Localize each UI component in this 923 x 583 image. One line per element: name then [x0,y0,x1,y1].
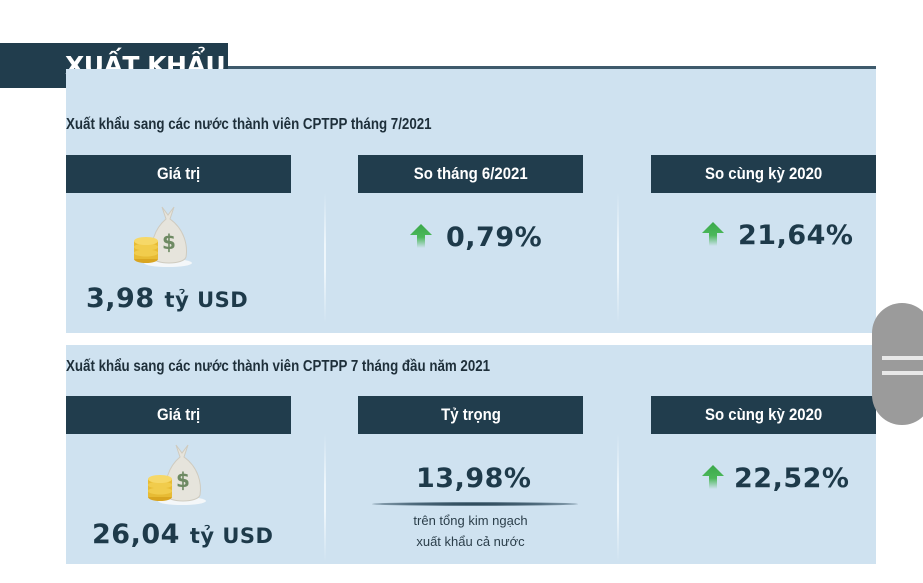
export-value: 26,04 tỷ USD [92,519,274,550]
share-value: 13,98% [416,463,532,494]
drag-handle-icon [882,371,923,375]
panel-subtitle: Xuất khẩu sang các nước thành viên CPTPP… [66,358,491,375]
column-header-vs-june: So tháng 6/2021 [358,155,583,193]
money-bag-icon [146,441,208,507]
drag-handle-icon [882,356,923,360]
export-value: 3,98 tỷ USD [86,283,249,314]
column-header-value: Giá trị [66,155,291,193]
column-divider [617,434,619,562]
column-header-value: Giá trị [66,396,291,434]
up-arrow-icon [410,224,432,248]
share-note: trên tổng kim ngạch xuất khẩu cả nước [413,513,528,549]
change-vs-june: 0,79% [410,222,542,253]
column-divider [324,434,326,562]
panel-subtitle: Xuất khẩu sang các nước thành viên CPTPP… [66,116,432,133]
up-arrow-icon [702,222,724,246]
title-rule [228,66,876,69]
monthly-export-panel: Xuất khẩu sang các nước thành viên CPTPP… [66,69,876,333]
up-arrow-icon [702,465,724,489]
ytd-export-panel: Xuất khẩu sang các nước thành viên CPTPP… [66,345,876,564]
underline-decoration [372,502,578,506]
column-header-share: Tỷ trọng [358,396,583,434]
column-header-yoy: So cùng kỳ 2020 [651,396,876,434]
change-yoy: 21,64% [702,220,853,251]
change-yoy: 22,52% [702,463,849,494]
column-divider [617,193,619,323]
column-header-yoy: So cùng kỳ 2020 [651,155,876,193]
floating-drag-handle[interactable] [872,303,923,425]
money-bag-icon [132,203,194,269]
column-divider [324,193,326,323]
